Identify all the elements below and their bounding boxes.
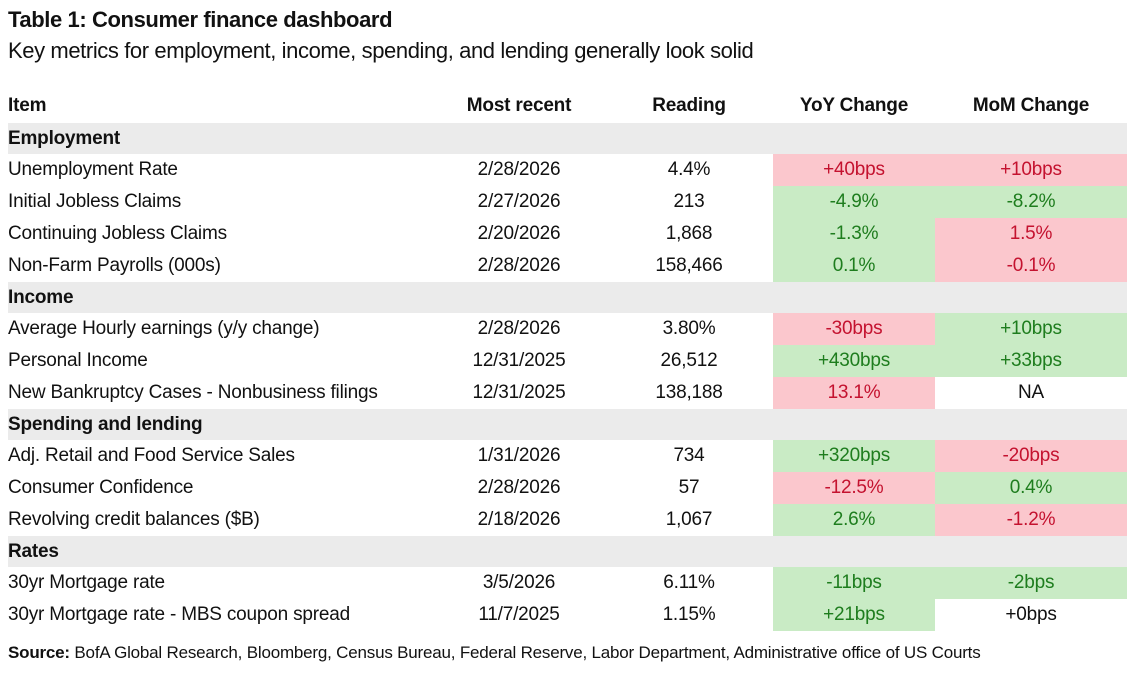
reading-cell: 6.11%	[663, 572, 715, 593]
consumer-finance-table: Item Most recent Reading YoY Change MoM …	[8, 89, 1127, 631]
yoy-change-cell: +320bps	[773, 440, 935, 472]
table-row: 30yr Mortgage rate 3/5/2026 6.11% -11bps…	[8, 567, 1127, 599]
col-header-reading: Reading	[652, 95, 726, 116]
yoy-change-cell: +40bps	[773, 154, 935, 186]
section-header-row: Rates	[8, 536, 1127, 567]
mom-change-cell: 0.4%	[935, 472, 1127, 504]
yoy-change-cell: +21bps	[773, 599, 935, 631]
item-cell: New Bankruptcy Cases - Nonbusiness filin…	[8, 382, 378, 403]
table-row: 30yr Mortgage rate - MBS coupon spread 1…	[8, 599, 1127, 631]
section-header-row: Income	[8, 282, 1127, 313]
mom-change-cell: -1.2%	[935, 504, 1127, 536]
table-row: Personal Income 12/31/2025 26,512 +430bp…	[8, 345, 1127, 377]
yoy-change-cell: 0.1%	[773, 250, 935, 282]
reading-cell: 1,067	[665, 509, 713, 530]
col-header-item: Item	[8, 95, 47, 116]
reading-cell: 1.15%	[662, 604, 716, 625]
most-recent-cell: 12/31/2025	[472, 350, 566, 371]
most-recent-cell: 2/28/2026	[477, 159, 561, 180]
table-row: Average Hourly earnings (y/y change) 2/2…	[8, 313, 1127, 345]
section-title: Employment	[8, 127, 121, 149]
table-row: Revolving credit balances ($B) 2/18/2026…	[8, 504, 1127, 536]
yoy-change-cell: -12.5%	[773, 472, 935, 504]
yoy-change-cell: 2.6%	[773, 504, 935, 536]
mom-change-cell: +33bps	[935, 345, 1127, 377]
table-row: Initial Jobless Claims 2/27/2026 213 -4.…	[8, 186, 1127, 218]
most-recent-cell: 3/5/2026	[482, 572, 556, 593]
table-row: New Bankruptcy Cases - Nonbusiness filin…	[8, 377, 1127, 409]
yoy-change-cell: 13.1%	[773, 377, 935, 409]
column-header-row: Item Most recent Reading YoY Change MoM …	[8, 89, 1127, 123]
item-cell: Unemployment Rate	[8, 159, 178, 180]
item-cell: Initial Jobless Claims	[8, 191, 181, 212]
mom-change-cell: 1.5%	[935, 218, 1127, 250]
mom-change-cell: -20bps	[935, 440, 1127, 472]
yoy-change-cell: -30bps	[773, 313, 935, 345]
col-header-yoy-change: YoY Change	[799, 95, 909, 116]
most-recent-cell: 2/18/2026	[477, 509, 561, 530]
yoy-change-cell: -11bps	[773, 567, 935, 599]
most-recent-cell: 2/28/2026	[477, 477, 561, 498]
reading-cell: 57	[678, 477, 700, 498]
reading-cell: 4.4%	[667, 159, 711, 180]
reading-cell: 26,512	[660, 350, 718, 371]
reading-cell: 3.80%	[662, 318, 716, 339]
reading-cell: 1,868	[665, 223, 713, 244]
item-cell: Adj. Retail and Food Service Sales	[8, 445, 295, 466]
mom-change-cell: -8.2%	[935, 186, 1127, 218]
yoy-change-cell: -1.3%	[773, 218, 935, 250]
yoy-change-cell: -4.9%	[773, 186, 935, 218]
table-subtitle: Key metrics for employment, income, spen…	[8, 38, 754, 63]
table-row: Adj. Retail and Food Service Sales 1/31/…	[8, 440, 1127, 472]
col-header-most-recent: Most recent	[466, 95, 572, 116]
mom-change-cell: NA	[1018, 382, 1044, 403]
mom-change-cell: -0.1%	[935, 250, 1127, 282]
item-cell: Personal Income	[8, 350, 148, 371]
most-recent-cell: 11/7/2025	[478, 604, 560, 625]
most-recent-cell: 2/28/2026	[477, 255, 561, 276]
mom-change-cell: +10bps	[935, 154, 1127, 186]
col-header-mom-change: MoM Change	[972, 95, 1090, 116]
most-recent-cell: 2/27/2026	[477, 191, 561, 212]
most-recent-cell: 1/31/2026	[477, 445, 561, 466]
reading-cell: 138,188	[655, 382, 723, 403]
table-row: Unemployment Rate 2/28/2026 4.4% +40bps …	[8, 154, 1127, 186]
section-title: Spending and lending	[8, 413, 203, 435]
item-cell: Average Hourly earnings (y/y change)	[8, 318, 320, 339]
table-row: Consumer Confidence 2/28/2026 57 -12.5% …	[8, 472, 1127, 504]
item-cell: Continuing Jobless Claims	[8, 223, 227, 244]
item-cell: 30yr Mortgage rate - MBS coupon spread	[8, 604, 350, 625]
section-title: Income	[8, 286, 74, 308]
yoy-change-cell: +430bps	[773, 345, 935, 377]
table-row: Continuing Jobless Claims 2/20/2026 1,86…	[8, 218, 1127, 250]
source-line: Source: BofA Global Research, Bloomberg,…	[8, 641, 1127, 665]
reading-cell: 213	[673, 191, 705, 212]
source-text: BofA Global Research, Bloomberg, Census …	[74, 643, 981, 662]
most-recent-cell: 2/28/2026	[477, 318, 561, 339]
table-row: Non-Farm Payrolls (000s) 2/28/2026 158,4…	[8, 250, 1127, 282]
source-label: Source:	[8, 643, 75, 662]
mom-change-cell: +0bps	[1005, 604, 1057, 625]
mom-change-cell: +10bps	[935, 313, 1127, 345]
reading-cell: 734	[673, 445, 705, 466]
item-cell: Non-Farm Payrolls (000s)	[8, 255, 221, 276]
most-recent-cell: 12/31/2025	[472, 382, 566, 403]
most-recent-cell: 2/20/2026	[477, 223, 561, 244]
item-cell: Revolving credit balances ($B)	[8, 509, 260, 530]
reading-cell: 158,466	[655, 255, 723, 276]
item-cell: Consumer Confidence	[8, 477, 194, 498]
section-header-row: Spending and lending	[8, 409, 1127, 440]
section-header-row: Employment	[8, 123, 1127, 154]
table-title: Table 1: Consumer finance dashboard	[8, 7, 393, 32]
item-cell: 30yr Mortgage rate	[8, 572, 165, 593]
section-title: Rates	[8, 540, 59, 562]
mom-change-cell: -2bps	[935, 567, 1127, 599]
